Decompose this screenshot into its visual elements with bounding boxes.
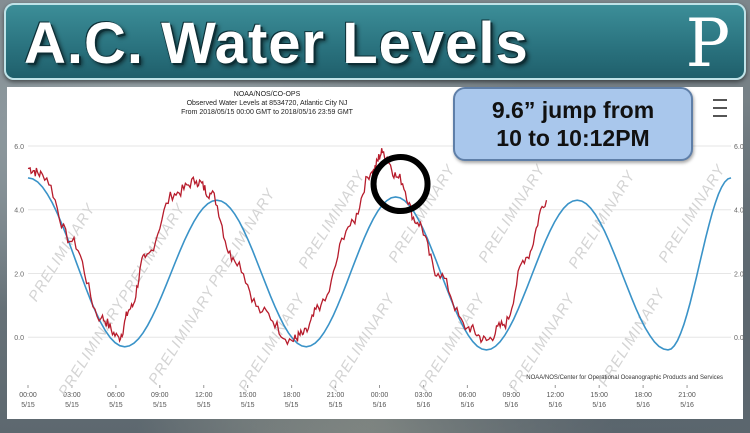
preliminary-watermark: PRELIMINARY — [325, 291, 399, 395]
preliminary-watermark: PRELIMINARY — [655, 162, 729, 266]
x-tick-label-date: 5/15 — [285, 402, 299, 409]
banner-title: A.C. Water Levels — [24, 11, 529, 76]
x-tick-label-date: 5/16 — [592, 402, 606, 409]
preliminary-watermark: PRELIMINARY — [295, 168, 369, 272]
x-tick-label-time: 15:00 — [239, 392, 257, 399]
predicted-series-line — [27, 177, 732, 351]
callout-line-2: 10 to 10:12PM — [496, 125, 650, 151]
x-tick-label-date: 5/15 — [197, 402, 211, 409]
x-tick-label-time: 09:00 — [151, 392, 169, 399]
x-tick-label-date: 5/15 — [241, 402, 255, 409]
x-tick-label-time: 18:00 — [634, 392, 652, 399]
footer-credit: NOAA/NOS/Center for Operational Oceanogr… — [526, 375, 723, 381]
x-tick-label-date: 5/16 — [505, 402, 519, 409]
y-tick-label-right: 0.0 — [734, 335, 744, 342]
x-tick-label-time: 09:00 — [503, 392, 521, 399]
callout-line-1: 9.6” jump from — [491, 97, 655, 123]
x-tick-label-date: 5/16 — [461, 402, 475, 409]
x-tick-label-date: 5/16 — [680, 402, 694, 409]
x-tick-label-date: 5/16 — [373, 402, 387, 409]
x-tick-label-time: 21:00 — [327, 392, 345, 399]
x-tick-label-time: 18:00 — [283, 392, 301, 399]
y-tick-label-right: 2.0 — [734, 271, 744, 278]
preliminary-watermark: PRELIMINARY — [25, 201, 99, 305]
x-tick-label-time: 06:00 — [107, 392, 125, 399]
x-tick-label-time: 06:00 — [459, 392, 477, 399]
y-tick-label: 4.0 — [14, 208, 24, 215]
title-banner: A.C. Water Levels P — [4, 3, 746, 82]
preliminary-watermark: PRELIMINARY — [415, 291, 489, 395]
x-tick-label-time: 21:00 — [678, 392, 696, 399]
x-tick-label-time: 12:00 — [195, 392, 213, 399]
x-tick-label-date: 5/15 — [329, 402, 343, 409]
preliminary-watermark: PRELIMINARY — [55, 296, 129, 400]
x-tick-label-date: 5/16 — [636, 402, 650, 409]
y-tick-label: 2.0 — [14, 271, 24, 278]
highlight-circle — [370, 154, 431, 215]
chart-subtitle-range: From 2018/05/15 00:00 GMT to 2018/05/16 … — [181, 109, 353, 116]
x-tick-label-time: 00:00 — [19, 392, 37, 399]
x-tick-label-time: 12:00 — [546, 392, 564, 399]
x-tick-label-time: 15:00 — [590, 392, 608, 399]
preliminary-watermark: PRELIMINARY — [235, 291, 309, 395]
x-tick-label-time: 03:00 — [63, 392, 81, 399]
chart-title: NOAA/NOS/CO-OPS — [233, 91, 301, 98]
x-tick-label-time: 00:00 — [371, 392, 389, 399]
x-tick-label-date: 5/16 — [417, 402, 431, 409]
y-tick-label: 6.0 — [14, 144, 24, 151]
x-tick-label-date: 5/15 — [65, 402, 79, 409]
annotation-callout: 9.6” jump from 10 to 10:12PM — [453, 87, 693, 161]
x-tick-label-date: 5/15 — [153, 402, 167, 409]
chart-subtitle-station: Observed Water Levels at 8534720, Atlant… — [186, 100, 348, 107]
preliminary-watermark: PRELIMINARY — [145, 284, 219, 388]
y-tick-label-right: 4.0 — [734, 208, 744, 215]
y-tick-label: 0.0 — [14, 335, 24, 342]
preliminary-watermark: PRELIMINARY — [565, 168, 639, 272]
x-tick-label-date: 5/15 — [21, 402, 35, 409]
preliminary-watermark: PRELIMINARY — [115, 201, 189, 305]
x-tick-label-time: 03:00 — [415, 392, 433, 399]
preliminary-watermark: PRELIMINARY — [205, 186, 279, 290]
observed-series-line — [27, 148, 548, 346]
logo-glyph: P — [685, 5, 730, 82]
x-tick-label-date: 5/15 — [109, 402, 123, 409]
x-tick-label-date: 5/16 — [548, 402, 562, 409]
y-tick-label-right: 6.0 — [734, 144, 744, 151]
hamburger-menu-icon[interactable] — [713, 97, 727, 119]
preliminary-watermark: PRELIMINARY — [475, 162, 549, 266]
